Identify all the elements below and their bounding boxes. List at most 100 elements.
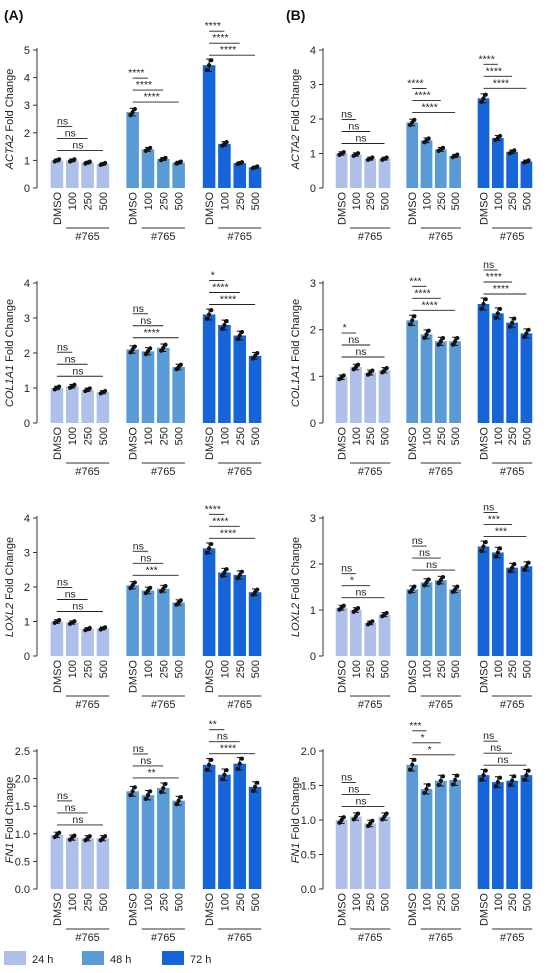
category-label: 100 xyxy=(143,660,155,678)
data-point xyxy=(512,148,517,153)
data-point xyxy=(495,311,500,316)
treatment-label: #765 xyxy=(228,932,252,944)
data-point xyxy=(455,584,460,589)
series-24-h: DMSO 100 250 500 #765 ns*ns xyxy=(335,563,391,711)
category-label: 100 xyxy=(143,893,155,911)
data-point xyxy=(145,793,151,798)
data-point xyxy=(128,586,133,591)
bar xyxy=(81,838,94,889)
treatment-label: #765 xyxy=(500,932,524,944)
bar xyxy=(434,780,447,889)
category-label: 500 xyxy=(379,660,391,678)
data-point xyxy=(341,815,346,820)
y-axis-label: ACTA2 Fold Change xyxy=(290,69,302,171)
significance-label: **** xyxy=(493,77,509,89)
data-point xyxy=(178,159,183,164)
data-point xyxy=(493,784,498,789)
bar xyxy=(350,154,362,188)
y-axis-label-suffix: Fold Change xyxy=(290,299,302,365)
bar xyxy=(406,122,419,188)
data-point xyxy=(522,334,527,340)
category-label: 500 xyxy=(450,427,462,445)
data-point xyxy=(87,834,92,839)
data-point xyxy=(450,342,456,347)
y-axis-label-gene: FN1 xyxy=(290,843,302,864)
data-point xyxy=(370,818,375,823)
significance-label: ns xyxy=(490,742,501,754)
category-label: 250 xyxy=(83,192,95,210)
data-point xyxy=(355,811,361,816)
category-label: 500 xyxy=(521,893,533,911)
data-point xyxy=(512,774,517,779)
data-point xyxy=(380,817,385,822)
significance-label: **** xyxy=(212,515,228,527)
data-point xyxy=(57,830,62,835)
data-point xyxy=(206,546,212,551)
data-point xyxy=(174,802,179,807)
bar xyxy=(65,837,79,889)
treatment-label: #765 xyxy=(151,231,175,243)
data-point xyxy=(220,777,225,782)
series-48-h: DMSO 100 250 500#765************ xyxy=(126,67,186,243)
significance-label: ns xyxy=(140,315,151,327)
category-label: 500 xyxy=(98,192,110,210)
bar xyxy=(506,322,518,423)
data-point xyxy=(235,336,240,342)
y-tick-label: 2.0 xyxy=(301,746,316,758)
category-label: 250 xyxy=(83,427,95,445)
y-tick-label: 2 xyxy=(24,348,30,360)
category-label: 100 xyxy=(67,660,79,678)
category-label: 500 xyxy=(379,893,391,911)
data-point xyxy=(426,328,431,333)
category-label: DMSO xyxy=(479,893,491,926)
significance-label: * xyxy=(428,744,432,756)
significance-label: ns xyxy=(217,731,228,743)
bar xyxy=(248,355,262,423)
y-tick-label: 2 xyxy=(310,559,316,571)
bar xyxy=(81,389,94,423)
significance-label: ns xyxy=(140,552,151,564)
significance-label: * xyxy=(420,732,424,744)
category-label: 500 xyxy=(250,893,262,911)
data-point xyxy=(72,833,77,838)
series-72-h: DMSO 100 250 500#765************ xyxy=(202,503,262,711)
y-axis-label-suffix: Fold Change xyxy=(4,299,16,365)
y-tick-label: 4 xyxy=(24,513,30,525)
y-tick-label: 0.0 xyxy=(15,884,30,896)
legend-item-24-h: 24 h xyxy=(4,951,53,966)
bar xyxy=(202,764,216,889)
data-point xyxy=(479,99,484,104)
bar xyxy=(65,160,79,188)
data-point xyxy=(436,581,441,586)
data-point xyxy=(355,362,361,367)
y-tick-label: 0 xyxy=(310,418,316,430)
treatment-label: #765 xyxy=(429,699,453,711)
significance-label: **** xyxy=(205,20,221,32)
bar xyxy=(477,98,490,188)
category-label: DMSO xyxy=(479,427,491,460)
bar xyxy=(202,314,216,423)
data-point xyxy=(87,159,92,164)
y-tick-label: 4 xyxy=(24,278,30,290)
data-point xyxy=(222,570,227,575)
y-tick-label: 2.5 xyxy=(15,746,30,758)
data-point xyxy=(412,314,417,319)
category-label: DMSO xyxy=(128,660,140,693)
y-tick-label: 1.5 xyxy=(15,801,30,813)
category-label: 100 xyxy=(351,893,363,911)
category-label: 500 xyxy=(250,192,262,210)
y-tick-label: 3 xyxy=(24,313,30,325)
data-point xyxy=(178,795,183,800)
category-label: 500 xyxy=(250,427,262,445)
data-point xyxy=(522,567,527,572)
legend-label: 24 h xyxy=(32,954,53,966)
data-point xyxy=(526,327,531,332)
category-label: DMSO xyxy=(52,660,64,693)
significance-label: ns xyxy=(72,365,83,377)
